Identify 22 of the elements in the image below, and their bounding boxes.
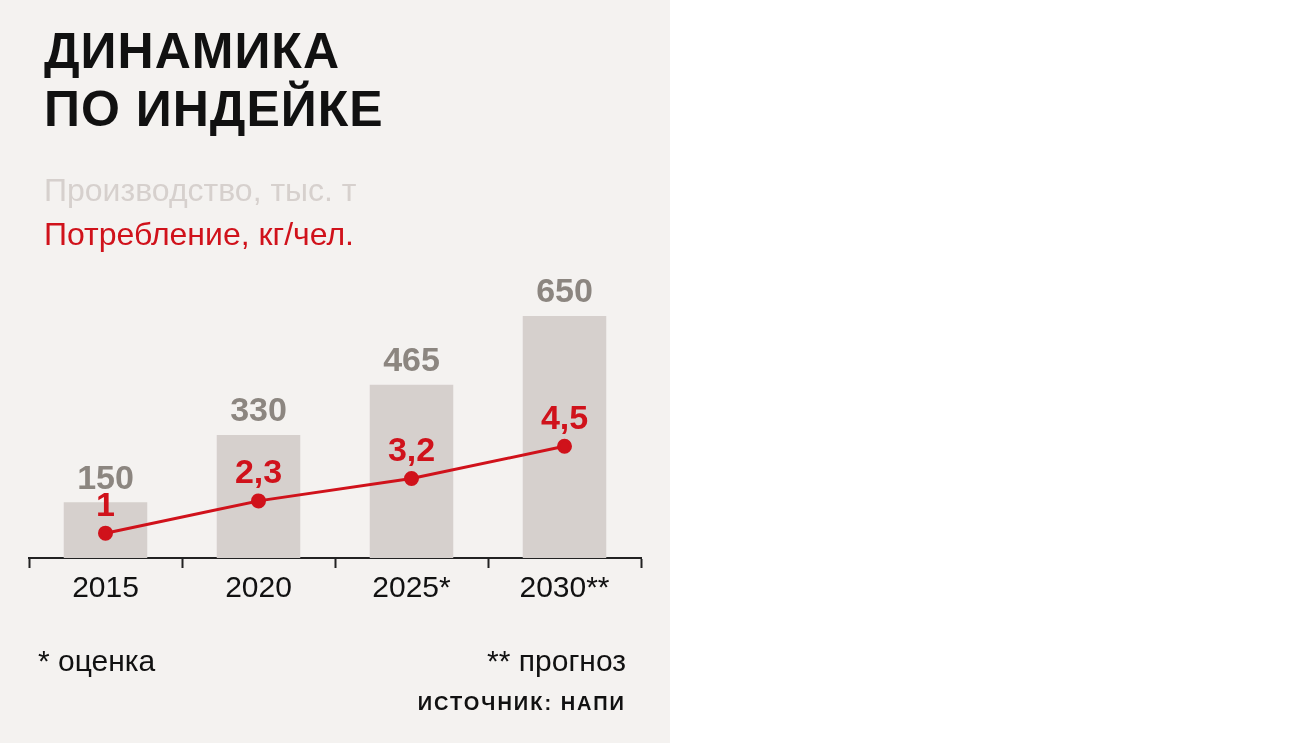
text: ** прогноз [487, 644, 626, 678]
text: ИСТОЧНИК: НАПИ [417, 692, 626, 715]
data-label: 650 [536, 271, 593, 310]
text: * оценка [38, 644, 156, 678]
x-tick-label: 2030** [519, 570, 610, 604]
x-tick-label: 2015 [72, 570, 139, 604]
x-tick-label: 2025* [372, 570, 452, 604]
point [98, 525, 113, 541]
bar [369, 384, 454, 558]
data-label: 465 [383, 340, 440, 379]
point [557, 438, 572, 454]
bar [216, 435, 301, 558]
x-tick-label: 2020 [225, 570, 292, 604]
data-label: 2,3 [234, 452, 283, 491]
chart-title: ДИНАМИКА ПО ИНДЕЙКЕ [44, 22, 384, 138]
data-label: 4,5 [540, 397, 589, 436]
point [404, 471, 419, 487]
bar [522, 315, 607, 558]
data-label: 330 [230, 390, 287, 429]
data-label: 3,2 [387, 429, 436, 468]
text: Потребление, кг/чел. [44, 215, 355, 254]
point [251, 493, 266, 509]
